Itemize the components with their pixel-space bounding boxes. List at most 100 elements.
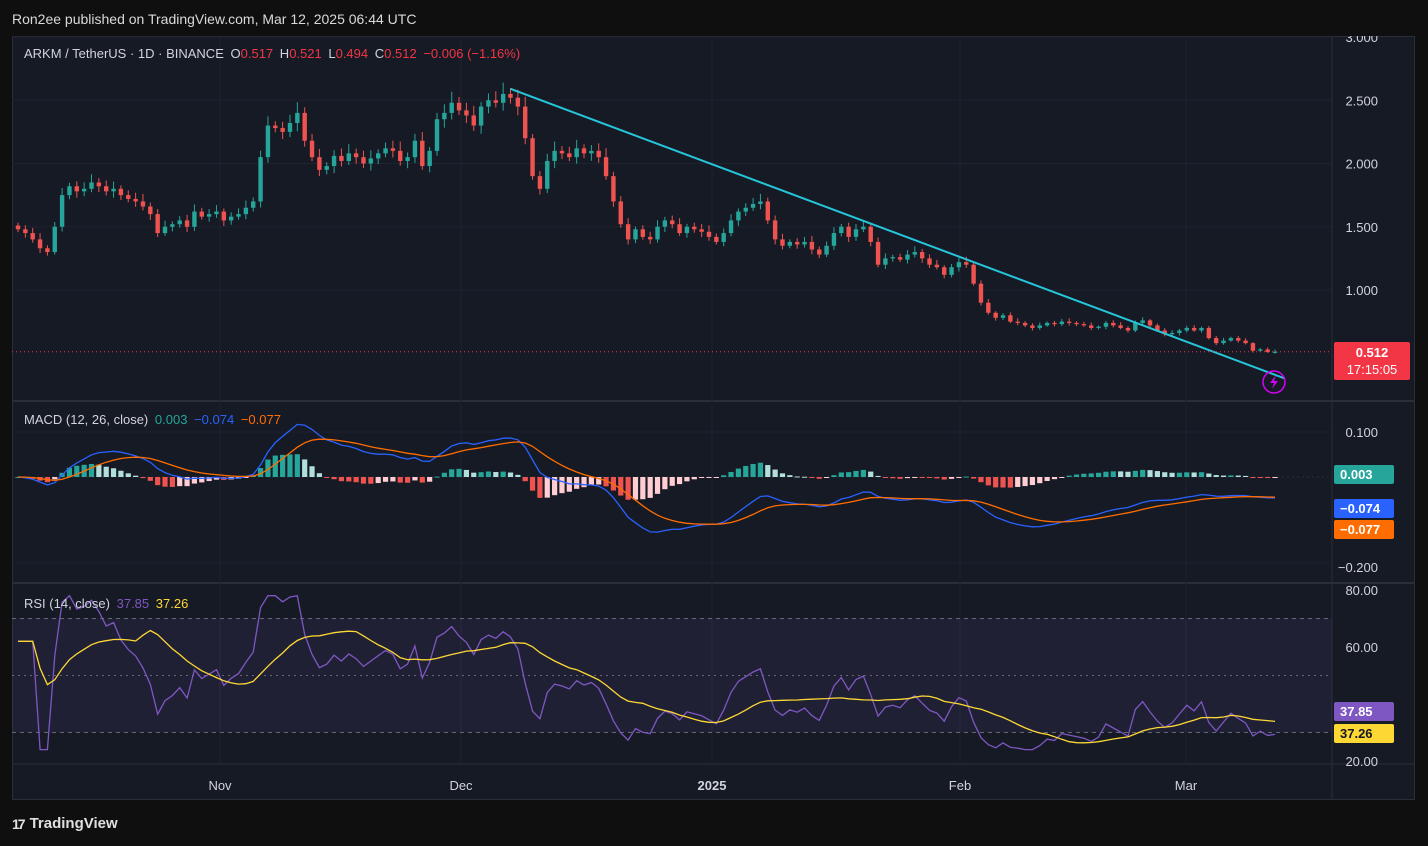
candle-body xyxy=(258,157,263,202)
macd-histogram-bar xyxy=(52,477,58,480)
macd-histogram-bar xyxy=(1242,475,1249,477)
candle-body xyxy=(162,226,168,234)
candle-body xyxy=(772,220,778,240)
candle-body xyxy=(368,158,374,164)
macd-histogram-bar xyxy=(434,476,440,478)
price-tick-label: 2.500 xyxy=(1345,93,1378,108)
candle-body xyxy=(89,182,94,189)
macd-histogram-bar xyxy=(809,477,815,478)
macd-histogram-bar xyxy=(890,477,896,479)
macd-histogram-bar xyxy=(1110,471,1116,477)
macd-histogram-bar xyxy=(750,463,756,477)
macd-label[interactable]: MACD (12, 26, close) xyxy=(24,412,149,427)
macd-histogram-bar xyxy=(346,477,352,482)
rsi-label[interactable]: RSI (14, close) xyxy=(24,596,110,611)
macd-histogram-bar xyxy=(74,465,80,477)
macd-histogram-bar xyxy=(816,477,822,479)
candle-body xyxy=(736,211,741,221)
close-value: 0.512 xyxy=(384,46,417,61)
macd-histogram-bar xyxy=(1220,475,1227,477)
candle-body xyxy=(427,150,432,167)
macd-histogram-bar xyxy=(103,466,109,477)
candle-body xyxy=(875,241,881,265)
symbol-label[interactable]: ARKM / TetherUS · 1D · BINANCE xyxy=(24,46,224,61)
candle-body xyxy=(214,211,219,215)
macd-histogram-bar xyxy=(360,477,367,484)
candle-body xyxy=(1118,325,1123,328)
macd-histogram-bar xyxy=(779,473,786,477)
candle-body xyxy=(897,257,903,260)
candle-body xyxy=(927,258,932,265)
macd-histogram-bar xyxy=(155,477,161,486)
macd-histogram-bar xyxy=(1037,477,1043,484)
publisher-line: Ron2ee published on TradingView.com, Mar… xyxy=(12,11,417,27)
candle-body xyxy=(655,226,660,240)
candle-body xyxy=(420,140,425,167)
candle-body xyxy=(625,224,631,240)
macd-histogram-bar xyxy=(963,476,969,478)
candle-body xyxy=(589,150,594,154)
macd-histogram-bar xyxy=(1059,477,1065,478)
macd-histogram-bar xyxy=(110,468,117,477)
macd-histogram-bar xyxy=(1051,477,1058,480)
candle-body xyxy=(919,252,925,259)
candle-body xyxy=(1191,327,1197,331)
candle-body xyxy=(280,128,285,132)
candle-body xyxy=(1155,325,1160,331)
macd-histogram-bar xyxy=(985,477,991,486)
candle-body xyxy=(523,106,528,139)
macd-histogram-bar xyxy=(1228,475,1234,477)
macd-legend: MACD (12, 26, close) 0.003 −0.074 −0.077 xyxy=(24,412,284,427)
candle-body xyxy=(839,226,844,234)
price-tick-label: 1.500 xyxy=(1345,220,1378,235)
candle-body xyxy=(809,241,815,250)
macd-histogram-bar xyxy=(574,477,580,489)
macd-histogram-bar xyxy=(412,477,418,481)
macd-histogram-bar xyxy=(66,467,73,477)
candle-body xyxy=(971,264,976,284)
candle-body xyxy=(684,226,690,234)
macd-histogram-bar xyxy=(926,477,933,478)
high-label: H xyxy=(279,46,290,61)
macd-histogram-bar xyxy=(140,477,146,479)
candle-body xyxy=(353,153,359,158)
tradingview-logo[interactable]: 17 TradingView xyxy=(12,815,118,832)
candle-body xyxy=(1081,324,1087,326)
candle-body xyxy=(37,239,43,249)
macd-histogram-bar xyxy=(1103,471,1109,477)
macd-histogram-bar xyxy=(1198,472,1205,477)
macd-histogram-bar xyxy=(1154,471,1160,477)
candle-body xyxy=(1074,322,1079,325)
macd-histogram-bar xyxy=(427,477,433,482)
candle-body xyxy=(1052,322,1057,325)
candle-body xyxy=(545,160,550,189)
candle-body xyxy=(398,150,403,161)
macd-line-value: −0.074 xyxy=(194,412,235,427)
open-value: 0.517 xyxy=(240,46,274,61)
macd-histogram-bar xyxy=(1272,477,1278,478)
candle-body xyxy=(670,220,675,225)
candle-body xyxy=(802,241,807,245)
candle-body xyxy=(1096,326,1101,328)
chart-canvas[interactable]: 3.000 2.500 2.000 1.500 1.000 Nov Dec 2025 Feb Ma… xyxy=(12,36,1415,800)
tradingview-logo-text: TradingView xyxy=(29,815,118,832)
candle-body xyxy=(912,252,918,255)
macd-histogram-bar xyxy=(588,477,594,486)
price-badge: 0.512 17:15:05 xyxy=(1334,342,1410,380)
candle-body xyxy=(978,283,984,303)
candle-body xyxy=(1236,338,1241,341)
macd-histogram-bar xyxy=(662,477,668,490)
macd-histogram-bar xyxy=(948,477,955,479)
candle-body xyxy=(817,249,822,255)
candle-body xyxy=(618,201,623,225)
macd-histogram-bar xyxy=(971,477,977,479)
trendline xyxy=(510,87,1286,380)
tradingview-logo-icon: 17 xyxy=(12,815,26,832)
candle-body xyxy=(478,106,484,126)
rsi-value: 37.85 xyxy=(116,596,150,611)
candle-body xyxy=(1184,327,1189,331)
candle-body xyxy=(1125,327,1131,331)
candle-body xyxy=(140,201,146,207)
candle-body xyxy=(780,239,785,246)
candle-body xyxy=(206,214,212,217)
